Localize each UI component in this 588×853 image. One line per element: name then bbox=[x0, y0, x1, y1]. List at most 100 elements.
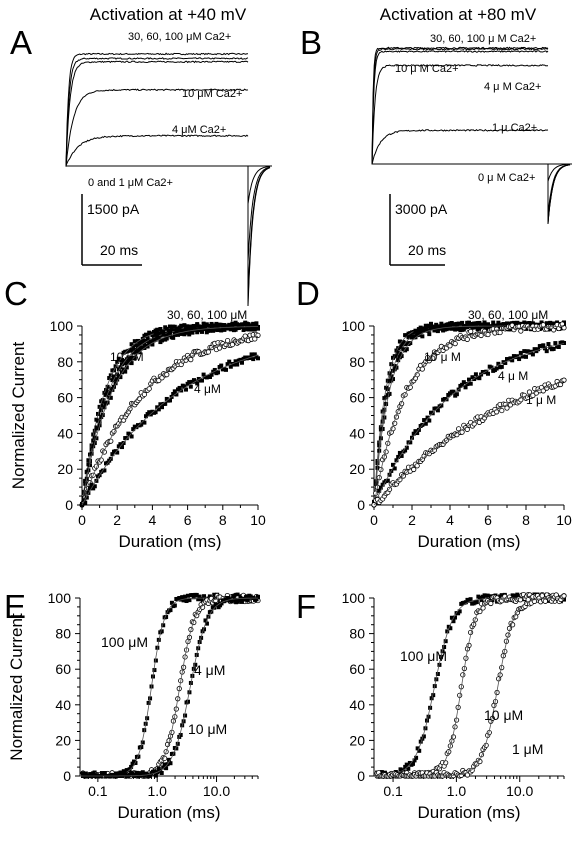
data-point bbox=[427, 332, 432, 337]
x-tick-label: 8 bbox=[522, 512, 530, 528]
fit-curve bbox=[373, 380, 565, 506]
data-point bbox=[142, 420, 147, 425]
data-point bbox=[425, 328, 430, 333]
data-point bbox=[387, 391, 392, 396]
data-point bbox=[132, 356, 137, 361]
data-point bbox=[238, 357, 243, 362]
data-point bbox=[168, 761, 173, 766]
data-point bbox=[91, 438, 96, 443]
trace-label: 4 μM Ca2+ bbox=[172, 124, 226, 136]
data-point bbox=[467, 377, 471, 382]
fit-curve bbox=[81, 326, 258, 506]
data-point bbox=[132, 339, 137, 344]
y-tick-label: 20 bbox=[55, 732, 71, 748]
data-point bbox=[468, 381, 473, 386]
data-point bbox=[416, 327, 421, 332]
data-point bbox=[496, 361, 501, 366]
data-point bbox=[233, 359, 238, 364]
data-point bbox=[252, 352, 257, 357]
tail-current-trace bbox=[247, 165, 271, 204]
data-point bbox=[145, 344, 150, 349]
data-point bbox=[158, 327, 163, 332]
series-label: 30, 60, 100 μM bbox=[468, 308, 548, 322]
data-point bbox=[229, 341, 235, 348]
y-tick-label: 0 bbox=[357, 768, 365, 784]
data-point bbox=[83, 481, 88, 486]
data-point bbox=[205, 349, 211, 355]
x-tick-label: 2 bbox=[408, 512, 416, 528]
data-point bbox=[448, 324, 452, 329]
data-point bbox=[153, 658, 158, 663]
data-point bbox=[193, 662, 198, 667]
data-point bbox=[397, 339, 402, 344]
series-label: 4 μM bbox=[194, 382, 221, 396]
data-point bbox=[88, 458, 92, 463]
data-point bbox=[484, 324, 489, 329]
data-point bbox=[239, 599, 244, 604]
data-point bbox=[168, 608, 173, 613]
data-point bbox=[414, 755, 419, 760]
data-point bbox=[460, 320, 465, 325]
fit-curve bbox=[81, 354, 259, 506]
data-point bbox=[152, 769, 157, 774]
data-point bbox=[451, 322, 456, 327]
panel-letter-a: A bbox=[10, 24, 32, 61]
data-point bbox=[503, 360, 508, 365]
data-point bbox=[429, 696, 434, 701]
y-tick-label: 100 bbox=[48, 590, 72, 606]
data-point bbox=[144, 414, 148, 419]
data-point bbox=[187, 332, 192, 337]
data-point bbox=[219, 363, 224, 368]
data-point bbox=[195, 330, 200, 335]
data-point bbox=[386, 486, 393, 492]
data-point bbox=[99, 408, 104, 413]
data-point bbox=[403, 448, 408, 453]
data-point bbox=[108, 373, 113, 378]
data-point bbox=[556, 344, 561, 349]
data-point bbox=[156, 407, 161, 412]
data-point bbox=[102, 771, 107, 776]
data-point bbox=[174, 392, 179, 397]
data-point bbox=[124, 365, 129, 370]
data-point bbox=[129, 348, 134, 353]
x-tick-label: 10 bbox=[556, 512, 572, 528]
data-point bbox=[524, 354, 528, 359]
data-point bbox=[116, 367, 121, 372]
data-point bbox=[515, 354, 520, 359]
data-point bbox=[496, 320, 501, 325]
data-point bbox=[412, 758, 417, 763]
data-point bbox=[546, 342, 551, 347]
data-point bbox=[399, 345, 404, 350]
current-trace bbox=[371, 129, 549, 165]
series-label: 10 μM bbox=[188, 721, 227, 737]
x-axis-label: Duration (ms) bbox=[418, 532, 521, 551]
data-point bbox=[150, 333, 155, 338]
y-tick-label: 80 bbox=[57, 354, 73, 370]
data-point bbox=[431, 693, 436, 698]
data-point bbox=[204, 322, 209, 327]
data-point bbox=[183, 713, 188, 718]
data-point bbox=[518, 328, 524, 334]
fit-curve bbox=[373, 343, 565, 506]
data-point bbox=[397, 351, 402, 356]
data-point bbox=[153, 410, 158, 415]
data-point bbox=[447, 343, 453, 349]
data-point bbox=[460, 382, 465, 387]
data-point bbox=[380, 482, 385, 487]
data-point bbox=[399, 453, 404, 458]
y-tick-label: 80 bbox=[349, 354, 365, 370]
tail-current-trace bbox=[547, 163, 570, 182]
data-point bbox=[160, 338, 164, 343]
data-point bbox=[464, 336, 470, 343]
data-point bbox=[477, 320, 482, 325]
data-point bbox=[449, 615, 454, 620]
current-trace bbox=[65, 57, 249, 167]
data-point bbox=[211, 328, 216, 333]
fit-curve bbox=[80, 597, 258, 777]
data-point bbox=[97, 419, 102, 424]
data-point bbox=[408, 440, 413, 445]
data-point bbox=[178, 732, 183, 737]
data-point bbox=[180, 595, 185, 600]
data-point bbox=[468, 597, 473, 602]
data-point bbox=[392, 466, 397, 471]
